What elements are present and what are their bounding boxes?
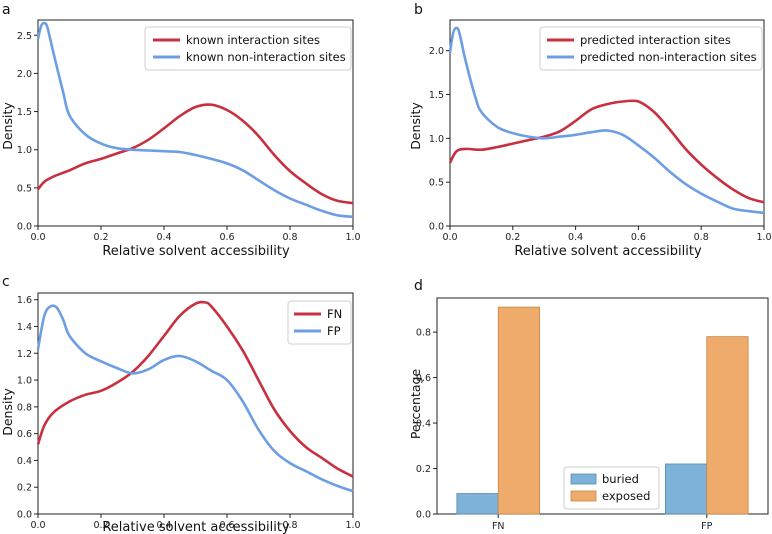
panel-c-ylabel: Density — [0, 388, 15, 436]
panel-c: c 0.0 0.2 0.4 0.6 0.8 1.0 0.0 0.2 0.4 0.6 0.8 1.0 1.… — [0, 274, 361, 534]
axes-frame — [37, 19, 354, 227]
legend-frame — [144, 26, 352, 71]
panel-a-xlabel: Relative solvent accessibility — [102, 244, 290, 259]
legend-label-exposed: exposed — [602, 489, 650, 503]
x-tick-label: 0.2 — [93, 520, 108, 531]
x-tick-label: 0.0 — [30, 232, 45, 243]
x-tick-label: 0.2 — [505, 232, 520, 243]
legend-label-known-non-interaction: known non-interaction sites — [186, 50, 346, 64]
y-tick-label: 2.0 — [17, 69, 32, 80]
series-line-fp — [36, 304, 354, 493]
legend-label-fp: FP — [327, 324, 341, 338]
series-line-predicted-non-interaction-sites — [448, 26, 765, 215]
panel-b-plot: 0.0 0.2 0.4 0.6 0.8 1.0 0.0 0.5 1.0 1.5 2.0 — [429, 19, 772, 243]
y-tick-label: 0.2 — [17, 483, 32, 494]
legend-swatch-buried — [570, 473, 597, 485]
bar-fn-exposed — [497, 306, 541, 515]
x-tick-label: 0.8 — [282, 232, 297, 243]
panel-c-xlabel: Relative solvent accessibility — [102, 520, 290, 534]
bar-fp-exposed — [706, 336, 749, 515]
x-tick-label-fp: FP — [701, 521, 712, 532]
panel-d-legend: buried exposed — [563, 466, 660, 510]
legend-swatch-exposed — [570, 490, 597, 502]
x-tick-label: 0.4 — [568, 232, 583, 243]
x-tick-label-fn: FN — [492, 521, 505, 532]
x-tick-label: 0.6 — [219, 520, 234, 531]
y-tick-label: 0.5 — [429, 178, 444, 189]
y-tick-label: 0.4 — [17, 456, 32, 467]
x-tick-label: 0.4 — [156, 232, 171, 243]
legend-label-buried: buried — [602, 472, 639, 486]
x-tick-label: 0.0 — [442, 232, 457, 243]
y-tick-label: 0.6 — [416, 373, 431, 384]
axes-frame — [37, 292, 354, 515]
panel-a-plot: 0.0 0.2 0.4 0.6 0.8 1.0 0.0 0.5 1.0 1.5 2.0 2.5 — [17, 19, 361, 243]
x-tick-label: 0.6 — [219, 232, 234, 243]
x-tick-label: 0.8 — [282, 520, 297, 531]
y-tick-label: 1.5 — [429, 90, 444, 101]
x-tick-label: 0.8 — [694, 232, 709, 243]
y-tick-label: 0.6 — [17, 429, 32, 440]
panel-b-ylabel: Density — [408, 102, 423, 150]
y-tick-label: 0.0 — [17, 510, 32, 521]
panel-b-xlabel: Relative solvent accessibility — [514, 244, 702, 259]
panel-b-label: b — [414, 2, 423, 18]
panel-a-legend: known interaction sites known non-intera… — [144, 26, 352, 71]
panel-c-label: c — [2, 274, 10, 290]
series-line-fn — [36, 300, 354, 478]
x-tick-label: 1.0 — [756, 232, 771, 243]
y-tick-label: 0.8 — [416, 328, 431, 339]
series-line-predicted-interaction-sites — [448, 99, 765, 204]
series-line-known-non-interaction-sites — [36, 21, 354, 219]
x-tick-label: 0.0 — [30, 520, 45, 531]
legend-frame — [539, 26, 763, 71]
y-tick-label: 0.4 — [416, 419, 431, 430]
y-tick-label: 2.5 — [17, 31, 32, 42]
panel-a: a 0.0 0.2 0.4 0.6 0.8 1.0 0.0 0.5 1.0 1.5 2.0 2.5 R… — [0, 2, 361, 259]
y-tick-label: 0.2 — [416, 464, 431, 475]
y-tick-label: 1.4 — [17, 322, 32, 333]
legend-label-predicted-interaction: predicted interaction sites — [580, 33, 731, 47]
y-tick-label: 1.6 — [17, 295, 32, 306]
panel-b-legend: predicted interaction sites predicted no… — [539, 26, 763, 71]
legend-label-fn: FN — [327, 307, 342, 321]
series-line-known-interaction-sites — [36, 103, 354, 205]
x-tick-label: 0.6 — [631, 232, 646, 243]
y-tick-label: 0.5 — [17, 183, 32, 194]
y-tick-label: 1.0 — [429, 134, 444, 145]
y-tick-label: 1.0 — [17, 145, 32, 156]
axes-frame — [436, 297, 769, 515]
bar-fp-buried — [664, 463, 708, 515]
panel-c-legend: FN FP — [287, 300, 352, 345]
panel-d-ylabel: Percentage — [408, 369, 423, 440]
panel-d-plot: 0.0 0.2 0.4 0.6 0.8 FN FP — [416, 297, 769, 532]
x-tick-label: 1.0 — [345, 520, 360, 531]
x-tick-label: 0.2 — [93, 232, 108, 243]
x-tick-label: 1.0 — [345, 232, 360, 243]
x-tick-label: 0.4 — [156, 520, 171, 531]
y-tick-label: 0.0 — [17, 222, 32, 233]
panel-a-label: a — [2, 2, 11, 18]
y-tick-label: 1.5 — [17, 107, 32, 118]
legend-label-known-interaction: known interaction sites — [186, 33, 320, 47]
panel-a-ylabel: Density — [0, 102, 15, 150]
y-tick-label: 0.0 — [416, 510, 431, 521]
panel-d-label: d — [414, 278, 423, 294]
y-tick-label: 1.2 — [17, 349, 32, 360]
axes-frame — [449, 19, 765, 227]
bar-fn-buried — [456, 493, 499, 515]
y-tick-label: 1.0 — [17, 376, 32, 387]
panel-c-plot: 0.0 0.2 0.4 0.6 0.8 1.0 0.0 0.2 0.4 0.6 0.8 1.0 1.2 1… — [17, 292, 361, 531]
panel-b: b 0.0 0.2 0.4 0.6 0.8 1.0 0.0 0.5 1.0 1.5 2.0 Rela… — [408, 2, 772, 259]
y-tick-label: 0.8 — [17, 402, 32, 413]
y-tick-label: 0.0 — [429, 222, 444, 233]
legend-label-predicted-non-interaction: predicted non-interaction sites — [580, 50, 757, 64]
legend-frame — [287, 300, 352, 345]
panel-d: d 0.0 0.2 0.4 0.6 0.8 FN FP Percentage buried … — [408, 278, 769, 532]
y-tick-label: 2.0 — [429, 46, 444, 57]
